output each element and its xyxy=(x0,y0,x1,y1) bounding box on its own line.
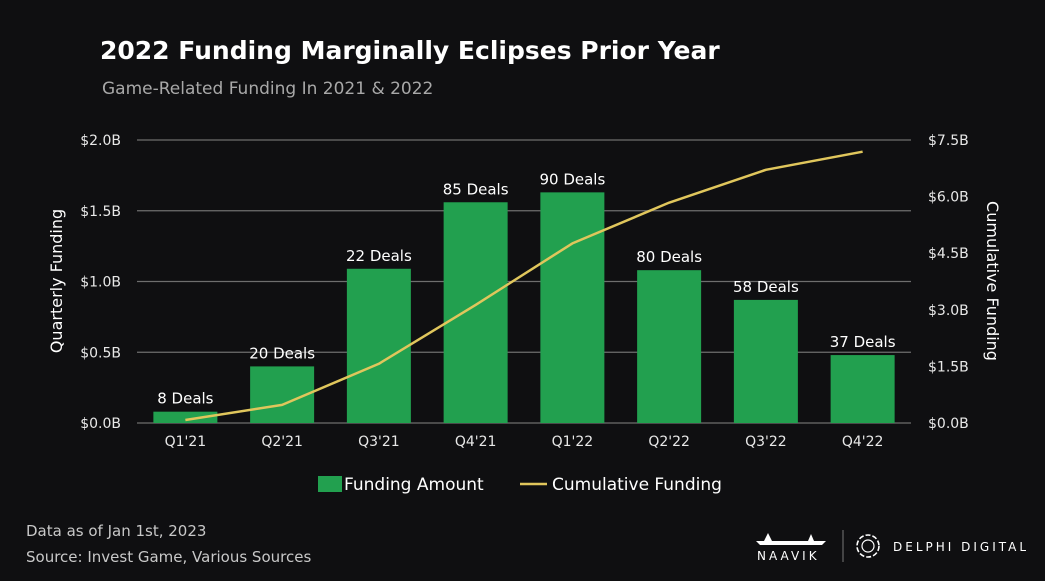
x-tick-label: Q2'21 xyxy=(261,434,303,450)
x-axis: Q1'21 Q2'21 Q3'21 Q4'21 Q1'22 Q2'22 Q3'22 Q4'22 xyxy=(165,434,884,450)
y2-tick-label: $3.0B xyxy=(928,303,969,319)
bar-Q4'22 xyxy=(830,355,895,423)
cumulative-funding-line xyxy=(185,150,863,422)
cumulative-line xyxy=(185,150,863,422)
y-tick-label: $2.0B xyxy=(80,133,121,149)
y-tick-label: $0.5B xyxy=(80,345,121,361)
data-label: 85 Deals xyxy=(443,180,509,198)
bar-Q3'22 xyxy=(733,299,798,423)
bar-Q4'21 xyxy=(443,202,508,423)
footer-source: Source: Invest Game, Various Sources xyxy=(26,548,311,566)
y2-tick-label: $6.0B xyxy=(928,190,969,206)
data-label: 37 Deals xyxy=(830,333,896,351)
y2-tick-label: $7.5B xyxy=(928,133,969,149)
footer-note: Data as of Jan 1st, 2023 xyxy=(26,522,206,540)
legend-swatch-funding xyxy=(318,476,342,492)
x-tick-label: Q3'21 xyxy=(358,434,400,450)
y-tick-label: $1.0B xyxy=(80,275,121,291)
delphi-digital-logo: DELPHI DIGITAL xyxy=(856,534,1029,558)
bars: 8 Deals 20 Deals 22 Deals 85 Deals 90 Deals 8… xyxy=(153,170,896,423)
bar-Q1'22 xyxy=(540,192,605,423)
x-tick-label: Q3'22 xyxy=(745,434,787,450)
data-label: 58 Deals xyxy=(733,278,799,296)
x-tick-label: Q1'22 xyxy=(552,434,594,450)
data-label: 22 Deals xyxy=(346,247,412,265)
legend: Funding Amount Cumulative Funding xyxy=(318,475,722,495)
bar-Q3'21 xyxy=(346,268,411,423)
chart-subtitle: Game-Related Funding In 2021 & 2022 xyxy=(102,79,433,99)
y2-tick-label: $4.5B xyxy=(928,246,969,262)
y-axis-right: $0.0B $1.5B $3.0B $4.5B $6.0B $7.5B xyxy=(928,133,969,432)
delphi-logo-text: DELPHI DIGITAL xyxy=(893,540,1029,554)
x-tick-label: Q4'21 xyxy=(455,434,497,450)
x-tick-label: Q1'21 xyxy=(165,434,207,450)
bar-Q1'21 xyxy=(153,411,218,423)
y-tick-label: $0.0B xyxy=(80,416,121,432)
y2-axis-title: Cumulative Funding xyxy=(983,201,1002,361)
x-tick-label: Q4'22 xyxy=(842,434,884,450)
legend-label-cumulative: Cumulative Funding xyxy=(552,475,722,495)
legend-label-funding: Funding Amount xyxy=(344,475,484,495)
naavik-logo-text: NAAVIK xyxy=(757,549,820,563)
y-tick-label: $1.5B xyxy=(80,204,121,220)
y2-tick-label: $0.0B xyxy=(928,416,969,432)
naavik-logo: NAAVIK xyxy=(756,533,826,563)
y-axis-title: Quarterly Funding xyxy=(47,209,66,353)
data-label: 20 Deals xyxy=(249,344,315,362)
chart-title: 2022 Funding Marginally Eclipses Prior Y… xyxy=(100,36,720,65)
y2-tick-label: $1.5B xyxy=(928,359,969,375)
data-label: 8 Deals xyxy=(157,390,213,408)
data-label: 90 Deals xyxy=(539,170,605,188)
data-label: 80 Deals xyxy=(636,248,702,266)
y-axis-left: $0.0B $0.5B $1.0B $1.5B $2.0B xyxy=(80,133,121,432)
x-tick-label: Q2'22 xyxy=(648,434,690,450)
bar-Q2'22 xyxy=(637,270,702,423)
